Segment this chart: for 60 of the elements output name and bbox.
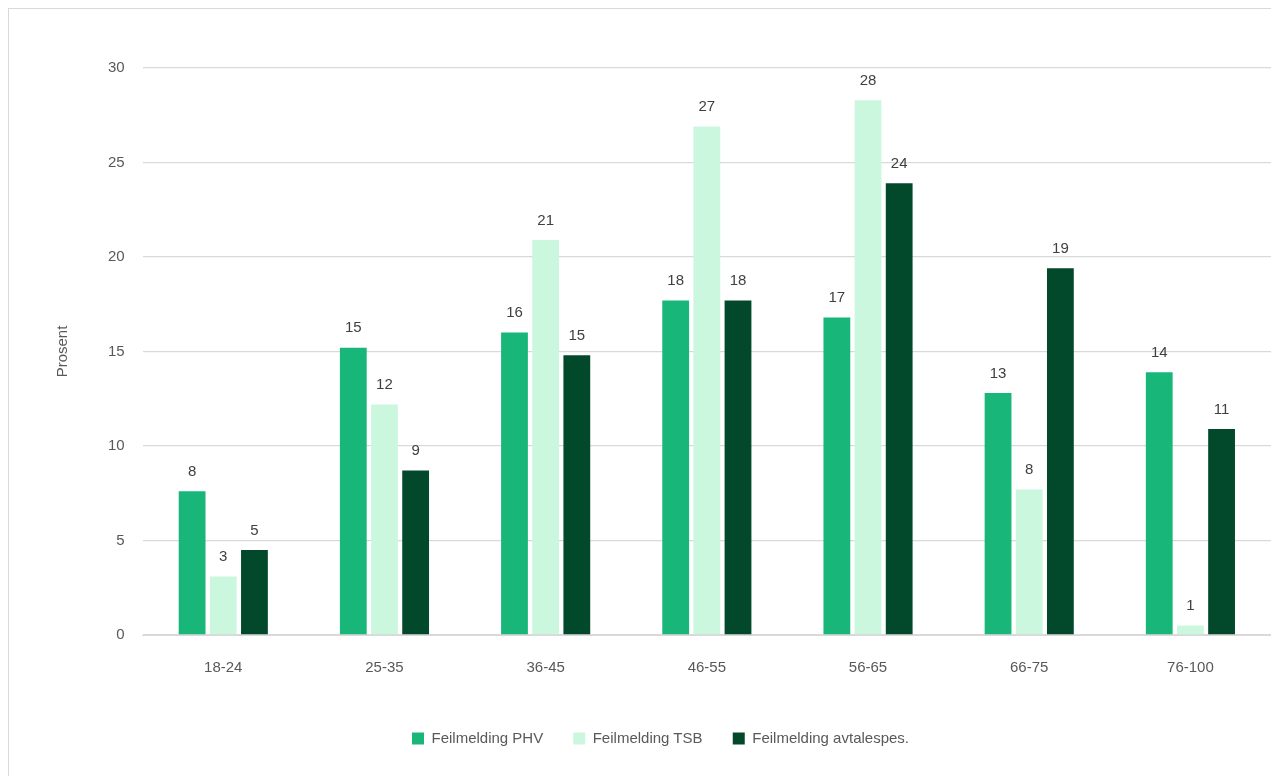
bar xyxy=(1177,625,1204,635)
x-tick-label: 76-100 xyxy=(1167,658,1214,676)
data-label: 15 xyxy=(344,318,362,336)
bar xyxy=(693,126,721,635)
y-tick-label: 25 xyxy=(108,152,125,170)
bar xyxy=(984,393,1012,635)
data-label: 8 xyxy=(1025,460,1034,478)
bar xyxy=(885,183,913,635)
bar xyxy=(1145,372,1173,635)
y-tick-label: 20 xyxy=(108,247,125,265)
data-label: 16 xyxy=(506,303,523,321)
x-tick-label: 25-35 xyxy=(365,658,404,676)
y-tick-label: 0 xyxy=(116,625,125,643)
data-label: 28 xyxy=(859,70,877,88)
bar xyxy=(532,239,560,635)
x-tick-label: 66-75 xyxy=(1010,658,1049,676)
bar xyxy=(241,549,268,635)
data-label: 19 xyxy=(1052,238,1069,256)
legend-label: Feilmelding avtalespes. xyxy=(752,728,909,746)
bar xyxy=(854,100,882,635)
bar xyxy=(501,332,528,635)
data-label: 1 xyxy=(1186,596,1195,614)
legend-label: Feilmelding TSB xyxy=(592,728,703,746)
y-tick-label: 5 xyxy=(116,530,125,548)
data-label: 21 xyxy=(537,210,554,228)
data-label: 18 xyxy=(667,271,685,289)
y-tick-label: 15 xyxy=(108,341,125,359)
y-axis-title: Prosent xyxy=(53,324,71,378)
bar xyxy=(371,404,398,635)
data-label: 14 xyxy=(1150,342,1168,360)
data-label: 9 xyxy=(411,441,420,459)
bar xyxy=(823,317,851,635)
data-label: 15 xyxy=(568,325,586,343)
bar xyxy=(1015,489,1043,635)
bar xyxy=(178,491,206,635)
y-tick-label: 30 xyxy=(108,58,125,76)
data-label: 13 xyxy=(989,363,1007,381)
x-tick-label: 56-65 xyxy=(848,658,888,676)
y-tick-label: 10 xyxy=(108,436,125,454)
data-label: 12 xyxy=(376,375,393,393)
legend-label: Feilmelding PHV xyxy=(431,728,544,746)
bar xyxy=(1046,268,1074,635)
bar xyxy=(402,470,430,635)
data-label: 18 xyxy=(729,271,747,289)
x-tick-label: 46-55 xyxy=(687,658,727,676)
data-label: 3 xyxy=(219,547,228,565)
data-label: 24 xyxy=(890,153,908,171)
bar xyxy=(563,355,591,635)
data-label: 17 xyxy=(828,288,846,306)
data-label: 27 xyxy=(698,97,716,115)
data-label: 5 xyxy=(250,520,259,538)
bar xyxy=(339,347,367,635)
bar xyxy=(209,576,237,635)
bar xyxy=(1208,428,1235,635)
data-label: 8 xyxy=(187,462,197,479)
bar xyxy=(724,300,752,635)
bar xyxy=(662,300,690,635)
x-tick-label: 36-45 xyxy=(526,658,565,676)
data-label: 11 xyxy=(1213,399,1230,417)
x-tick-label: 18-24 xyxy=(204,658,243,676)
